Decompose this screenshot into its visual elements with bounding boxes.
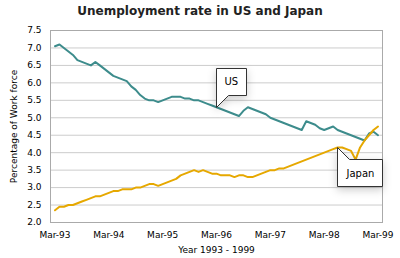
svg-text:Mar-99: Mar-99 [362,230,393,240]
svg-text:5.5: 5.5 [27,95,41,105]
svg-text:Mar-97: Mar-97 [255,230,286,240]
svg-text:Mar-94: Mar-94 [93,230,124,240]
svg-text:Year 1993 - 1999: Year 1993 - 1999 [177,245,255,255]
svg-text:6.0: 6.0 [27,78,42,88]
svg-text:3.0: 3.0 [27,182,42,192]
svg-text:2.5: 2.5 [27,200,41,210]
svg-text:7.5: 7.5 [27,25,41,35]
svg-text:5.0: 5.0 [27,113,42,123]
svg-text:Percentage of Work force: Percentage of Work force [9,69,19,183]
html-text:Unemployment rate in US and Ja: Unemployment rate in US and Japan [77,4,323,18]
svg-text:Mar-93: Mar-93 [39,230,70,240]
svg-text:4.0: 4.0 [27,148,42,158]
svg-text:Mar-98: Mar-98 [309,230,340,240]
svg-text:​US: ​US [225,76,239,87]
svg-text:​Japan: ​Japan [346,168,375,179]
svg-text:Mar-96: Mar-96 [201,230,232,240]
svg-text:6.5: 6.5 [27,60,41,70]
svg-text:4.5: 4.5 [27,130,41,140]
svg-text:2.0: 2.0 [27,217,42,227]
svg-text:7.0: 7.0 [27,43,42,53]
svg-text:Mar-95: Mar-95 [147,230,178,240]
svg-text:3.5: 3.5 [27,165,41,175]
